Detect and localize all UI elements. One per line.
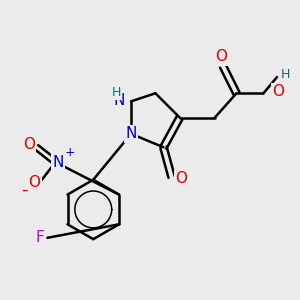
Text: -: -: [21, 181, 28, 199]
Text: O: O: [23, 137, 35, 152]
Text: N: N: [114, 92, 125, 107]
Text: F: F: [35, 230, 44, 245]
Text: N: N: [125, 126, 137, 141]
Text: O: O: [216, 49, 228, 64]
Text: O: O: [28, 176, 40, 190]
Text: O: O: [272, 84, 284, 99]
Text: H: H: [280, 68, 290, 81]
Text: H: H: [112, 86, 121, 99]
Text: N: N: [52, 155, 64, 170]
Text: +: +: [64, 146, 75, 159]
Text: O: O: [175, 171, 187, 186]
